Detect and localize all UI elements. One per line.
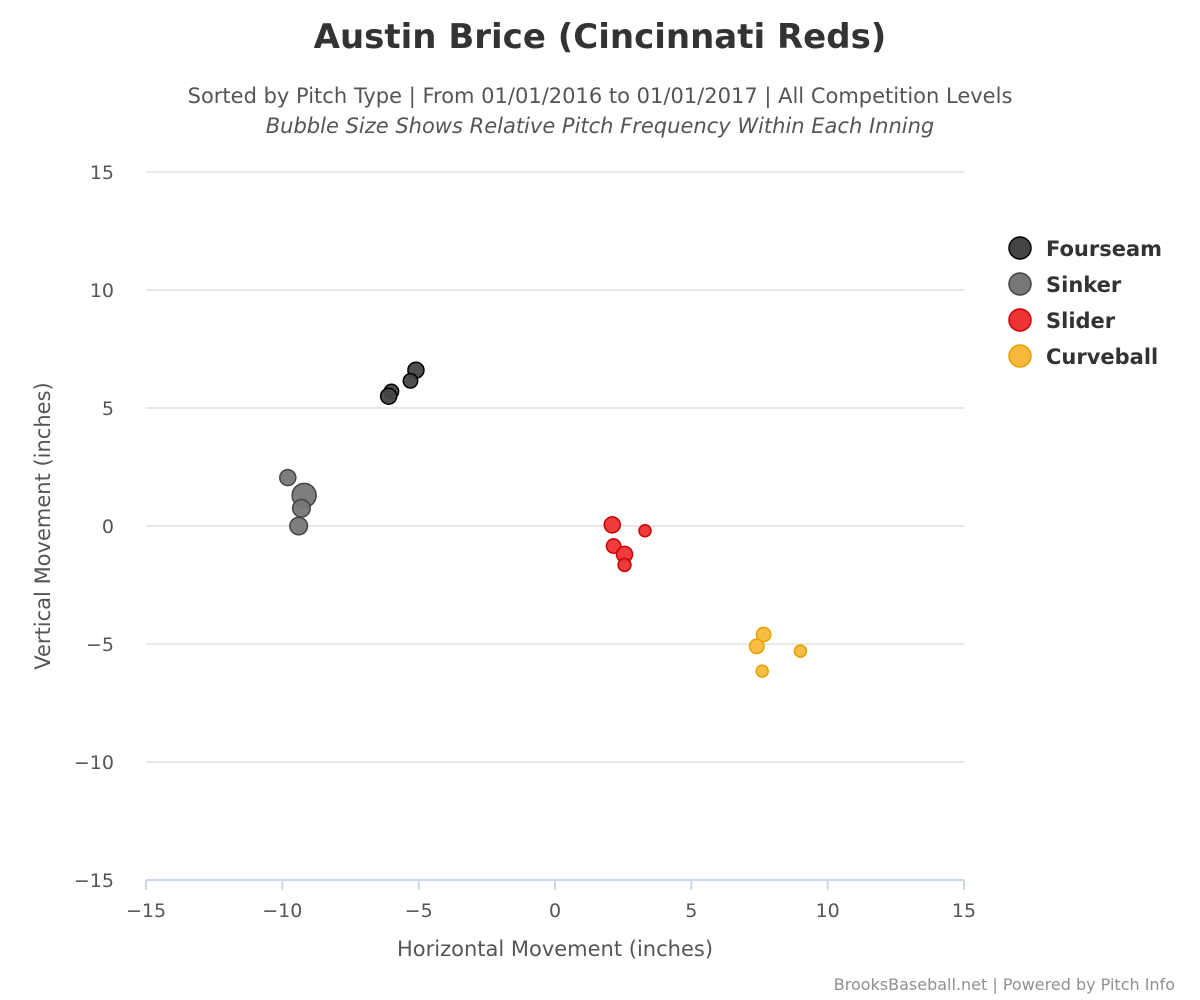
legend-label: Slider (1046, 309, 1116, 333)
y-tick-label: −15 (74, 870, 114, 892)
data-point-curveball[interactable] (793, 644, 808, 658)
data-point-curveball[interactable] (755, 626, 772, 643)
chart-title: Austin Brice (Cincinnati Reds) (314, 17, 887, 57)
legend-item-curveball[interactable]: Curveball (1008, 344, 1158, 369)
y-tick-label: −10 (74, 752, 114, 774)
legend-marker (1008, 236, 1032, 260)
data-points (279, 361, 808, 678)
legend-item-sinker[interactable]: Sinker (1008, 272, 1122, 297)
x-tick-label: 0 (549, 900, 561, 922)
legend-item-slider[interactable]: Slider (1008, 308, 1116, 333)
legend-label: Curveball (1046, 345, 1158, 369)
chart-subtitle-note: Bubble Size Shows Relative Pitch Frequen… (266, 114, 935, 138)
data-point-curveball[interactable] (748, 638, 765, 655)
data-point-sinker[interactable] (279, 468, 297, 487)
data-point-slider[interactable] (603, 516, 622, 534)
legend-marker (1008, 344, 1032, 368)
legend-label: Fourseam (1046, 237, 1162, 261)
legend-marker (1008, 308, 1032, 332)
data-point-curveball[interactable] (755, 664, 769, 678)
data-point-fourseam[interactable] (402, 372, 419, 389)
data-point-sinker[interactable] (291, 498, 311, 518)
x-tick-label: 15 (952, 900, 976, 922)
y-tick-label: 0 (102, 516, 114, 538)
data-point-fourseam[interactable] (379, 387, 398, 405)
legend-label: Sinker (1046, 273, 1122, 297)
series-slider (603, 516, 652, 573)
legend-marker (1008, 272, 1032, 296)
series-fourseam (379, 361, 425, 405)
x-tick-label: −15 (126, 900, 166, 922)
x-tick-label: −10 (262, 900, 302, 922)
data-point-slider[interactable] (638, 523, 652, 538)
credits-link[interactable]: BrooksBaseball.net | Powered by Pitch In… (834, 975, 1175, 994)
x-tick-label: −5 (405, 900, 433, 922)
y-tick-label: −5 (86, 634, 114, 656)
y-axis-title: Vertical Movement (inches) (31, 382, 55, 669)
x-tick-label: 5 (685, 900, 697, 922)
series-sinker (279, 468, 317, 536)
chart-subtitle: Sorted by Pitch Type | From 01/01/2016 t… (188, 84, 1013, 109)
legend-item-fourseam[interactable]: Fourseam (1008, 236, 1162, 261)
y-axis-ticks: −15 −10 −5 0 5 10 15 (74, 162, 114, 892)
x-axis: −15 −10 −5 0 5 10 15 (126, 879, 976, 922)
x-axis-title: Horizontal Movement (inches) (397, 937, 713, 961)
data-point-sinker[interactable] (289, 516, 309, 536)
series-curveball (748, 626, 808, 678)
y-tick-label: 15 (90, 162, 114, 184)
legend: Fourseam Sinker Slider Curveball (1008, 236, 1162, 369)
grid-lines (146, 171, 964, 763)
y-tick-label: 5 (102, 398, 114, 420)
y-tick-label: 10 (90, 280, 114, 302)
x-tick-label: 10 (816, 900, 840, 922)
data-point-slider[interactable] (617, 557, 632, 573)
